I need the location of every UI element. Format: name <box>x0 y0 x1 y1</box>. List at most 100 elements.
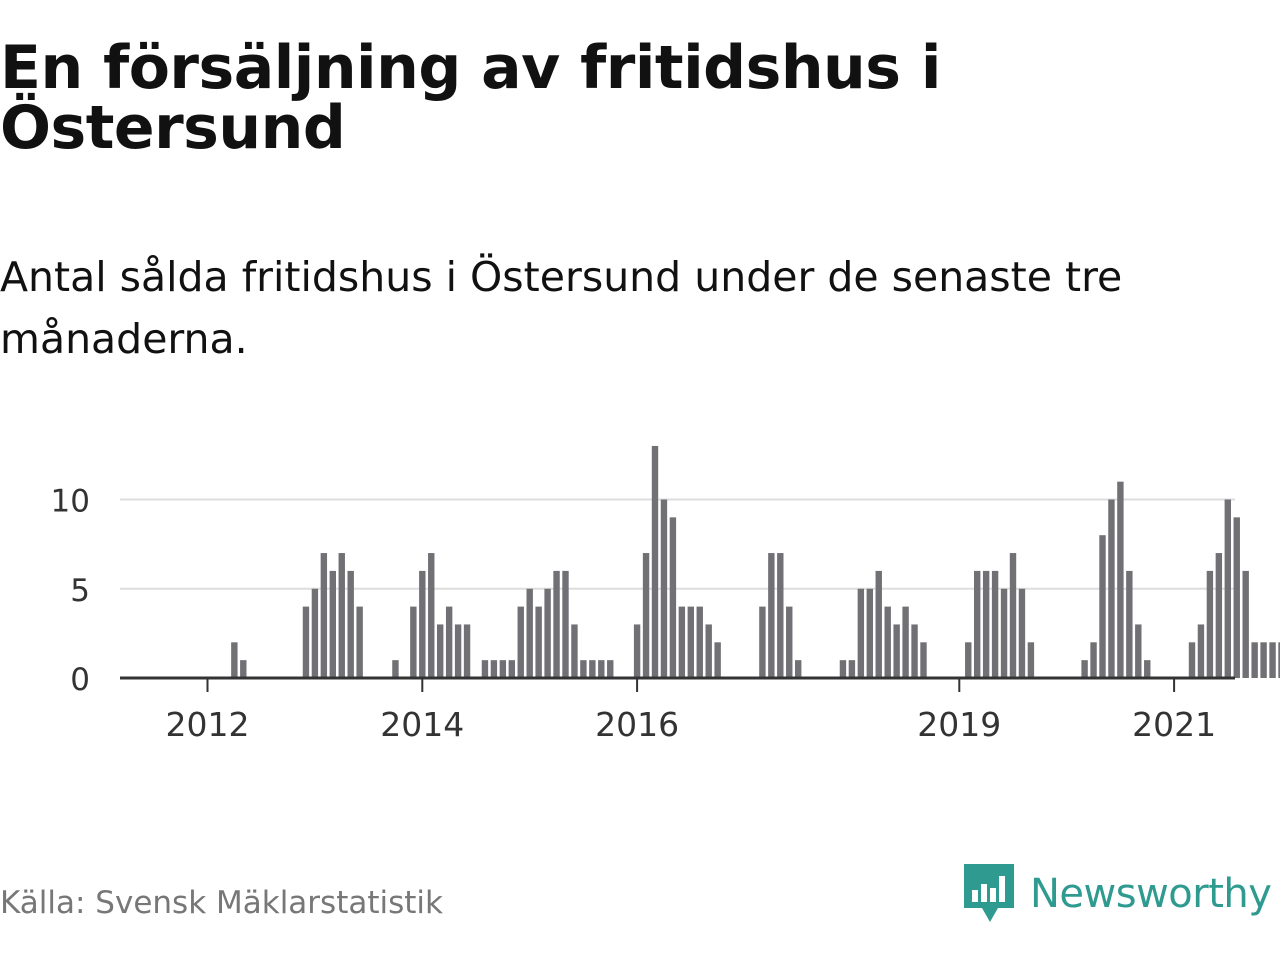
bar <box>633 624 641 678</box>
bar <box>651 445 659 678</box>
bar <box>1027 642 1035 678</box>
bar <box>768 553 775 678</box>
x-axis-ticks: 201220142016201920212023 <box>166 678 1216 744</box>
bar <box>589 660 596 678</box>
y-tick-label: 0 <box>70 662 90 698</box>
x-tick-label: 2012 <box>166 705 250 744</box>
bar <box>848 660 856 678</box>
bar <box>1135 624 1142 678</box>
bar <box>1224 499 1231 678</box>
bar <box>1090 642 1097 678</box>
bar <box>302 606 310 678</box>
y-axis-ticks: 0 5 10 <box>51 484 90 699</box>
x-tick-label: 2016 <box>595 705 679 744</box>
bar <box>965 642 972 678</box>
bar <box>535 606 542 678</box>
bars <box>231 445 1280 678</box>
bar <box>696 606 703 678</box>
x-tick-label: 2019 <box>917 705 1001 744</box>
chart-title: En försäljning av fritidshus i Östersund <box>0 33 941 163</box>
bar <box>678 606 686 678</box>
bar <box>320 553 328 678</box>
bar <box>410 606 417 678</box>
bar <box>454 624 462 678</box>
bar <box>356 606 363 678</box>
bar <box>759 606 766 678</box>
bar <box>1242 570 1249 678</box>
bar <box>481 660 489 678</box>
bar <box>1108 499 1115 678</box>
bar <box>884 606 891 678</box>
bar <box>714 642 721 678</box>
chart-subtitle: Antal sålda fritidshus i Östersund under… <box>0 253 1123 363</box>
bar <box>786 606 793 678</box>
bar <box>437 624 444 678</box>
x-tick-label: 2014 <box>380 705 464 744</box>
bar <box>598 660 605 678</box>
bar <box>1081 660 1088 678</box>
bar <box>642 553 650 678</box>
bar <box>508 660 515 678</box>
x-tick-label: 2021 <box>1132 705 1216 744</box>
bar <box>777 553 784 678</box>
bar <box>795 660 802 678</box>
bar <box>490 660 498 678</box>
y-tick-label: 5 <box>70 573 90 609</box>
bar <box>1206 570 1214 678</box>
grid-lines <box>120 498 1235 590</box>
bar <box>499 660 507 678</box>
bar <box>463 624 471 678</box>
bar <box>974 570 981 678</box>
bar <box>857 588 865 678</box>
bar <box>347 570 354 678</box>
bar <box>669 517 677 678</box>
bar <box>553 570 560 678</box>
bar <box>866 588 873 678</box>
bar <box>1188 642 1196 678</box>
bar <box>445 606 453 678</box>
bar <box>875 570 882 678</box>
bar <box>231 642 238 678</box>
bar <box>1018 588 1026 678</box>
bar <box>1233 517 1240 678</box>
bar <box>991 570 999 678</box>
bar <box>1278 642 1280 678</box>
bar <box>571 624 578 678</box>
bar <box>1000 588 1008 678</box>
bar <box>526 588 533 678</box>
bar <box>240 660 247 678</box>
bar <box>329 570 336 678</box>
bar <box>1126 570 1133 678</box>
newsworthy-logo-icon <box>964 864 1014 922</box>
bar <box>428 553 435 678</box>
bar <box>1269 642 1276 678</box>
source-note: Källa: Svensk Mäklarstatistik <box>0 885 443 921</box>
bar <box>1260 642 1267 678</box>
bar <box>1144 660 1151 678</box>
bar <box>660 499 668 678</box>
brand-name: Newsworthy <box>1030 871 1272 917</box>
bar <box>580 660 587 678</box>
bar <box>419 570 426 678</box>
bar <box>893 624 900 678</box>
bar <box>839 660 847 678</box>
bar <box>1215 553 1223 678</box>
newsworthy-logo: Newsworthy <box>964 862 1272 926</box>
bar <box>982 570 990 678</box>
bar <box>544 588 551 678</box>
bar <box>1009 553 1017 678</box>
y-tick-label: 10 <box>51 484 90 520</box>
bar <box>911 624 918 678</box>
bar <box>902 606 909 678</box>
bar <box>705 624 712 678</box>
bar <box>687 606 694 678</box>
bar <box>562 570 569 678</box>
bar <box>1197 624 1205 678</box>
bar <box>920 642 927 678</box>
bar <box>517 606 524 678</box>
bar <box>392 660 399 678</box>
bar <box>1117 481 1124 678</box>
bar <box>1251 642 1258 678</box>
bar <box>311 588 319 678</box>
